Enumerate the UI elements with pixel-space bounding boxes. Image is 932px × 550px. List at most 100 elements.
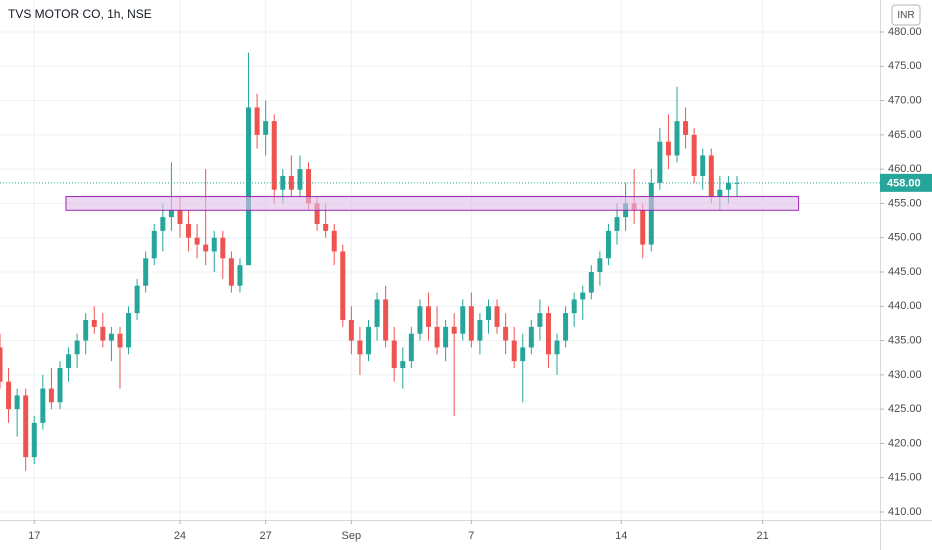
candle-body [143,258,149,286]
candle-body [537,313,543,327]
candle-body [263,121,269,135]
candle-body [580,292,586,300]
x-tick-label: 17 [28,530,40,542]
y-tick-label: 455.00 [888,197,922,209]
candle-body [134,285,140,314]
candle-body [657,141,663,183]
candle-body [648,182,654,245]
candle-body [331,230,337,252]
currency-button[interactable] [891,4,921,26]
x-tick-label: 7 [468,530,474,542]
candle-body [443,326,449,348]
candle-body [588,272,594,293]
y-tick-label: 430.00 [888,369,922,381]
y-tick-label: 465.00 [888,129,922,141]
y-tick-label: 425.00 [888,403,922,415]
x-tick-label: 21 [756,530,768,542]
y-tick-label: 435.00 [888,334,922,346]
candle-body [700,155,706,176]
last-price-label: 458.00 [887,177,921,189]
x-tick-label: 14 [615,530,627,542]
grid [0,0,880,520]
candle-body [91,320,97,327]
candle-body [194,237,200,245]
candle-body [717,189,723,197]
candle-body [108,333,114,341]
candle-body [417,306,423,334]
candle-body [254,107,260,135]
candle-body [348,320,354,341]
candle-body [306,169,312,204]
candle-body [485,306,491,320]
candle-body [366,326,371,355]
candle-body [323,224,329,231]
candle-body [597,258,603,272]
candle-body [708,155,714,197]
candle-body [117,333,123,348]
candle-body [691,134,697,176]
candle-body [100,326,106,341]
candle-body [614,217,620,231]
candle-body [237,265,243,286]
candle-body [528,326,534,348]
candle-body [545,313,551,355]
candle-body [520,347,526,362]
candle-body [168,210,174,218]
candle-body [408,333,414,362]
x-tick-label: Sep [342,530,362,542]
y-tick-label: 420.00 [888,437,922,449]
candle-body [357,340,363,355]
candle-body [203,244,209,252]
y-tick-label: 415.00 [888,472,922,484]
candle-body [14,395,20,410]
x-tick-label: 24 [174,530,186,542]
candle-body [725,182,731,190]
y-tick-label: 440.00 [888,300,922,312]
y-tick-label: 475.00 [888,60,922,72]
candle-body [383,299,389,341]
candle-body [40,388,46,423]
candle-body [74,340,80,355]
candle-body [563,313,569,341]
y-tick-label: 470.00 [888,94,922,106]
candle-body [246,107,252,266]
candle-body [271,121,277,190]
candle-body [126,313,132,348]
candle-body [57,368,63,403]
candle-body [734,182,740,184]
candle-body [468,306,474,341]
chart-title: TVS MOTOR CO, 1h, NSE [8,7,152,21]
y-tick-label: 460.00 [888,163,922,175]
candle-body [400,361,406,368]
candle-body [571,299,577,314]
candle-body [374,299,380,327]
candle-body [640,210,646,245]
y-tick-label: 450.00 [888,232,922,244]
candle-body [554,340,560,355]
candle-body [511,340,517,362]
candle-body [211,237,217,252]
y-tick-label: 410.00 [888,506,922,518]
candle-body [683,121,689,135]
candle-body [605,230,611,259]
candle-body [340,251,346,320]
candle-body [391,340,397,368]
candle-body [83,320,89,341]
candle-body [665,141,671,156]
candle-body [48,388,54,403]
x-tick-label: 27 [260,530,272,542]
candle-body [297,169,303,190]
candle-body [160,217,166,231]
candle-body [0,347,3,382]
candle-body [674,121,680,156]
candle-body [177,210,183,224]
candle-body [314,203,320,224]
candle-body [151,230,157,259]
currency-label[interactable]: INR [897,10,914,21]
candle-body [66,354,72,368]
last-price-tag [880,173,932,192]
candle-body [503,326,509,341]
candle-body [425,306,431,327]
